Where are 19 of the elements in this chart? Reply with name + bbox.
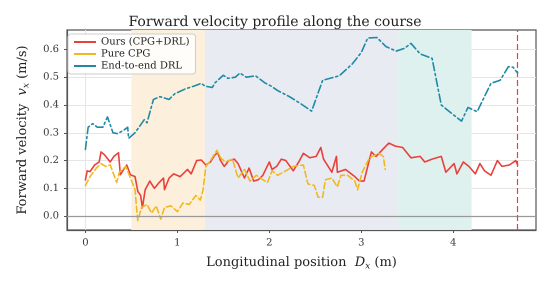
legend-label: End-to-end DRL (101, 60, 182, 72)
y-tick-label: 0.1 (43, 182, 59, 194)
y-tick-label: 0.4 (43, 100, 59, 110)
y-axis-title: Forward velocity vx (m/s) (15, 45, 32, 215)
y-tick-label: 0.5 (43, 72, 59, 83)
y-tick-label: 0.0 (43, 210, 59, 222)
line-series (84, 149, 386, 222)
x-tick-label: 2 (266, 238, 272, 248)
legend-label: Ours (CPG+DRL) (101, 36, 190, 48)
y-tick-label: 0.6 (43, 44, 59, 55)
x-tick-label: 3 (358, 238, 364, 248)
x-tick-label: 1 (174, 238, 181, 248)
x-tick-label: 0 (82, 238, 89, 248)
y-tick-label: 0.3 (43, 127, 59, 138)
line-series (84, 36, 518, 150)
legend-label: Pure CPG (101, 48, 150, 60)
x-tick-label: 4 (450, 238, 456, 248)
chart-title: Forward velocity profile along the course (128, 14, 422, 30)
y-tick-label: 0.2 (43, 155, 59, 166)
